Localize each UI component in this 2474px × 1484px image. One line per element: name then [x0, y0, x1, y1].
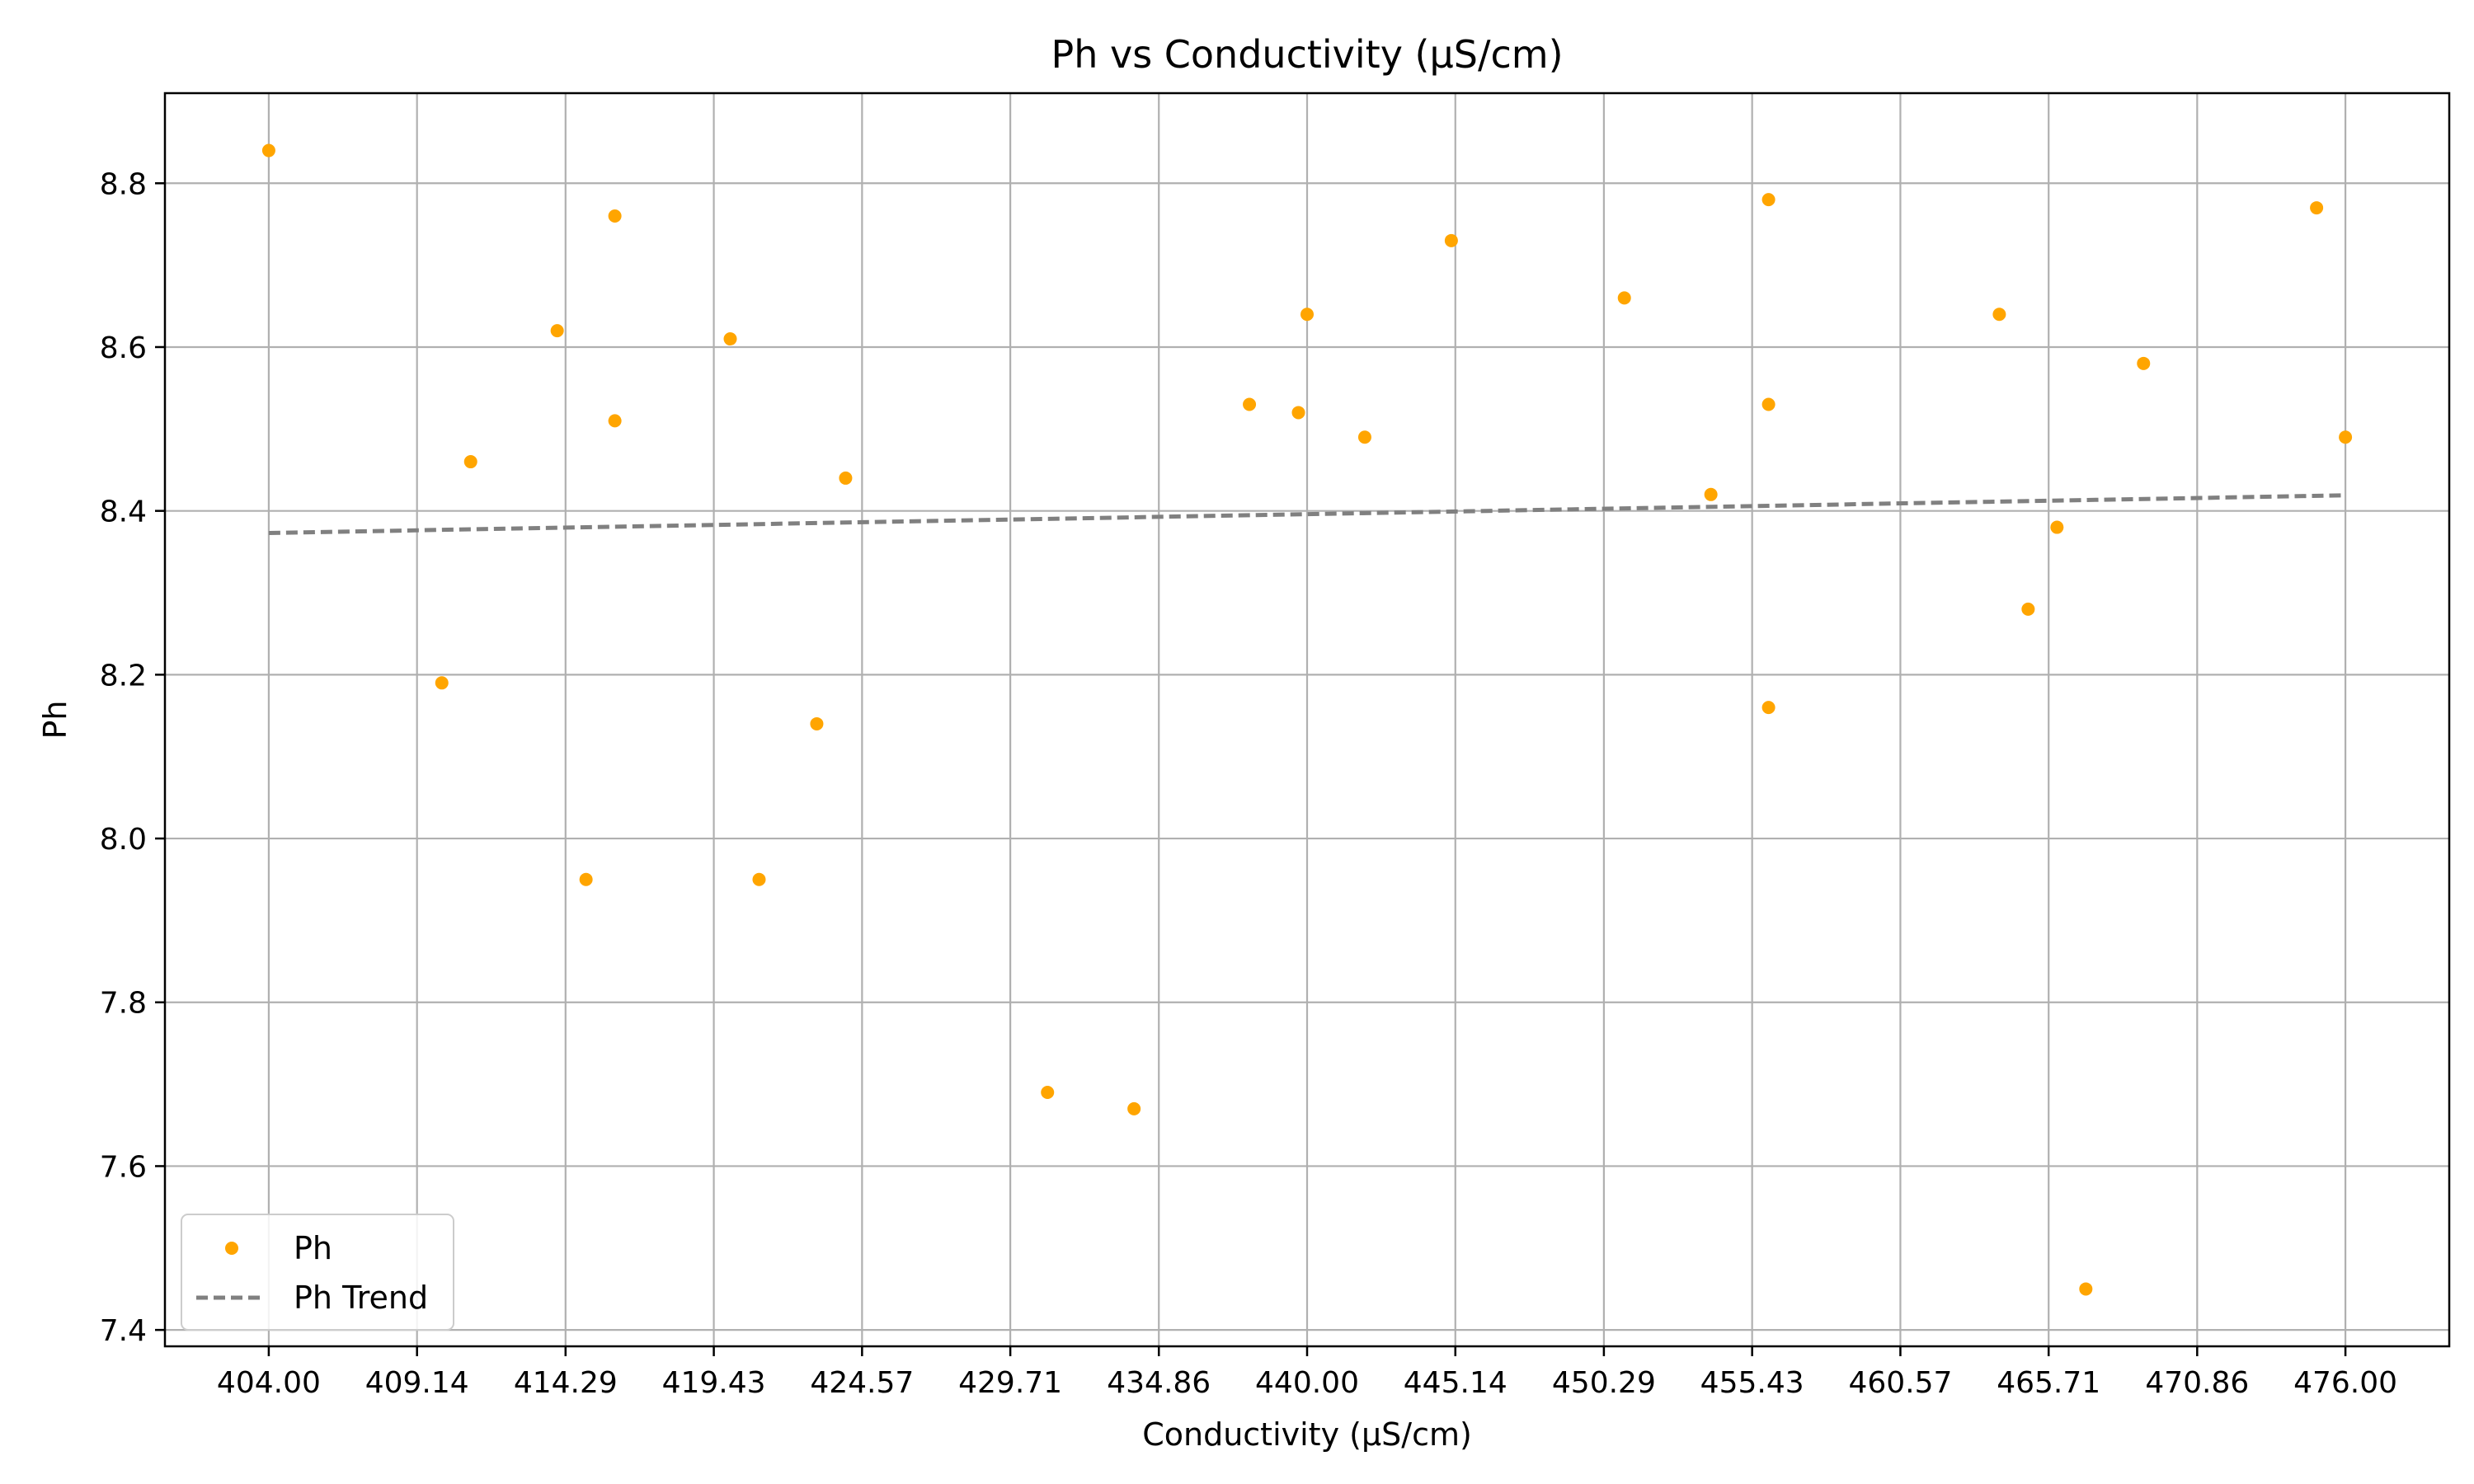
data-point [2310, 201, 2324, 215]
data-point [1291, 406, 1305, 420]
grid-lines [165, 93, 2449, 1346]
data-point [1992, 308, 2006, 322]
data-point [1761, 193, 1776, 207]
x-tick-label: 440.00 [1255, 1366, 1359, 1400]
x-tick-label: 476.00 [2293, 1366, 2397, 1400]
data-point [1243, 397, 1257, 411]
y-axis-ticks: 7.4 7.6 7.8 8.0 8.2 8.4 8.6 8.8 [100, 167, 165, 1348]
x-tick-label: 470.86 [2145, 1366, 2249, 1400]
x-tick-label: 424.57 [810, 1366, 914, 1400]
data-point [2050, 520, 2064, 534]
data-point [608, 209, 622, 223]
x-tick-label: 404.00 [217, 1366, 321, 1400]
data-point [839, 471, 853, 485]
y-axis-label: Ph [37, 701, 73, 740]
x-axis-ticks: 404.00 409.14 414.29 419.43 424.57 429.71 434.… [217, 1346, 2397, 1400]
x-tick-label: 409.14 [365, 1366, 469, 1400]
y-tick-label: 7.4 [100, 1314, 147, 1348]
x-tick-label: 434.86 [1107, 1366, 1211, 1400]
x-tick-label: 419.43 [662, 1366, 766, 1400]
x-tick-label: 429.71 [958, 1366, 1062, 1400]
data-point [1761, 701, 1776, 715]
legend: Ph Ph Trend [181, 1214, 454, 1331]
data-point [261, 143, 275, 157]
x-tick-label: 414.29 [514, 1366, 618, 1400]
data-point [1444, 233, 1458, 247]
data-point [550, 324, 564, 338]
data-point [723, 332, 737, 346]
data-point [1617, 291, 1631, 305]
data-point [1127, 1101, 1141, 1115]
data-point [2079, 1282, 2093, 1296]
data-point [752, 872, 766, 886]
data-point [608, 414, 622, 428]
x-tick-label: 445.14 [1404, 1366, 1507, 1400]
data-point [463, 455, 477, 469]
x-tick-label: 460.57 [1848, 1366, 1952, 1400]
y-tick-label: 8.6 [100, 331, 147, 365]
y-tick-label: 8.2 [100, 659, 147, 693]
y-tick-label: 8.8 [100, 167, 147, 201]
scatter-points [261, 143, 2353, 1296]
x-tick-label: 455.43 [1700, 1366, 1804, 1400]
data-point [435, 676, 449, 690]
legend-frame [181, 1214, 454, 1331]
data-point [2339, 430, 2353, 444]
x-axis-label: Conductivity (µS/cm) [1142, 1416, 1472, 1453]
y-tick-label: 8.0 [100, 823, 147, 857]
data-point [2021, 602, 2035, 616]
data-point [1761, 397, 1776, 411]
data-point [579, 872, 593, 886]
y-tick-label: 8.4 [100, 495, 147, 529]
x-tick-label: 465.71 [1997, 1366, 2100, 1400]
data-point [1041, 1086, 1055, 1100]
legend-label-ph: Ph [294, 1230, 332, 1266]
legend-marker-ph [225, 1242, 238, 1255]
data-point [1300, 308, 1314, 322]
legend-label-ph-trend: Ph Trend [294, 1280, 428, 1316]
data-point [810, 716, 824, 730]
chart-title: Ph vs Conductivity (µS/cm) [1051, 32, 1563, 77]
y-tick-label: 7.8 [100, 987, 147, 1021]
x-tick-label: 450.29 [1552, 1366, 1656, 1400]
y-tick-label: 7.6 [100, 1150, 147, 1184]
data-point [1357, 430, 1371, 444]
data-point [2137, 356, 2151, 370]
data-point [1704, 487, 1718, 501]
